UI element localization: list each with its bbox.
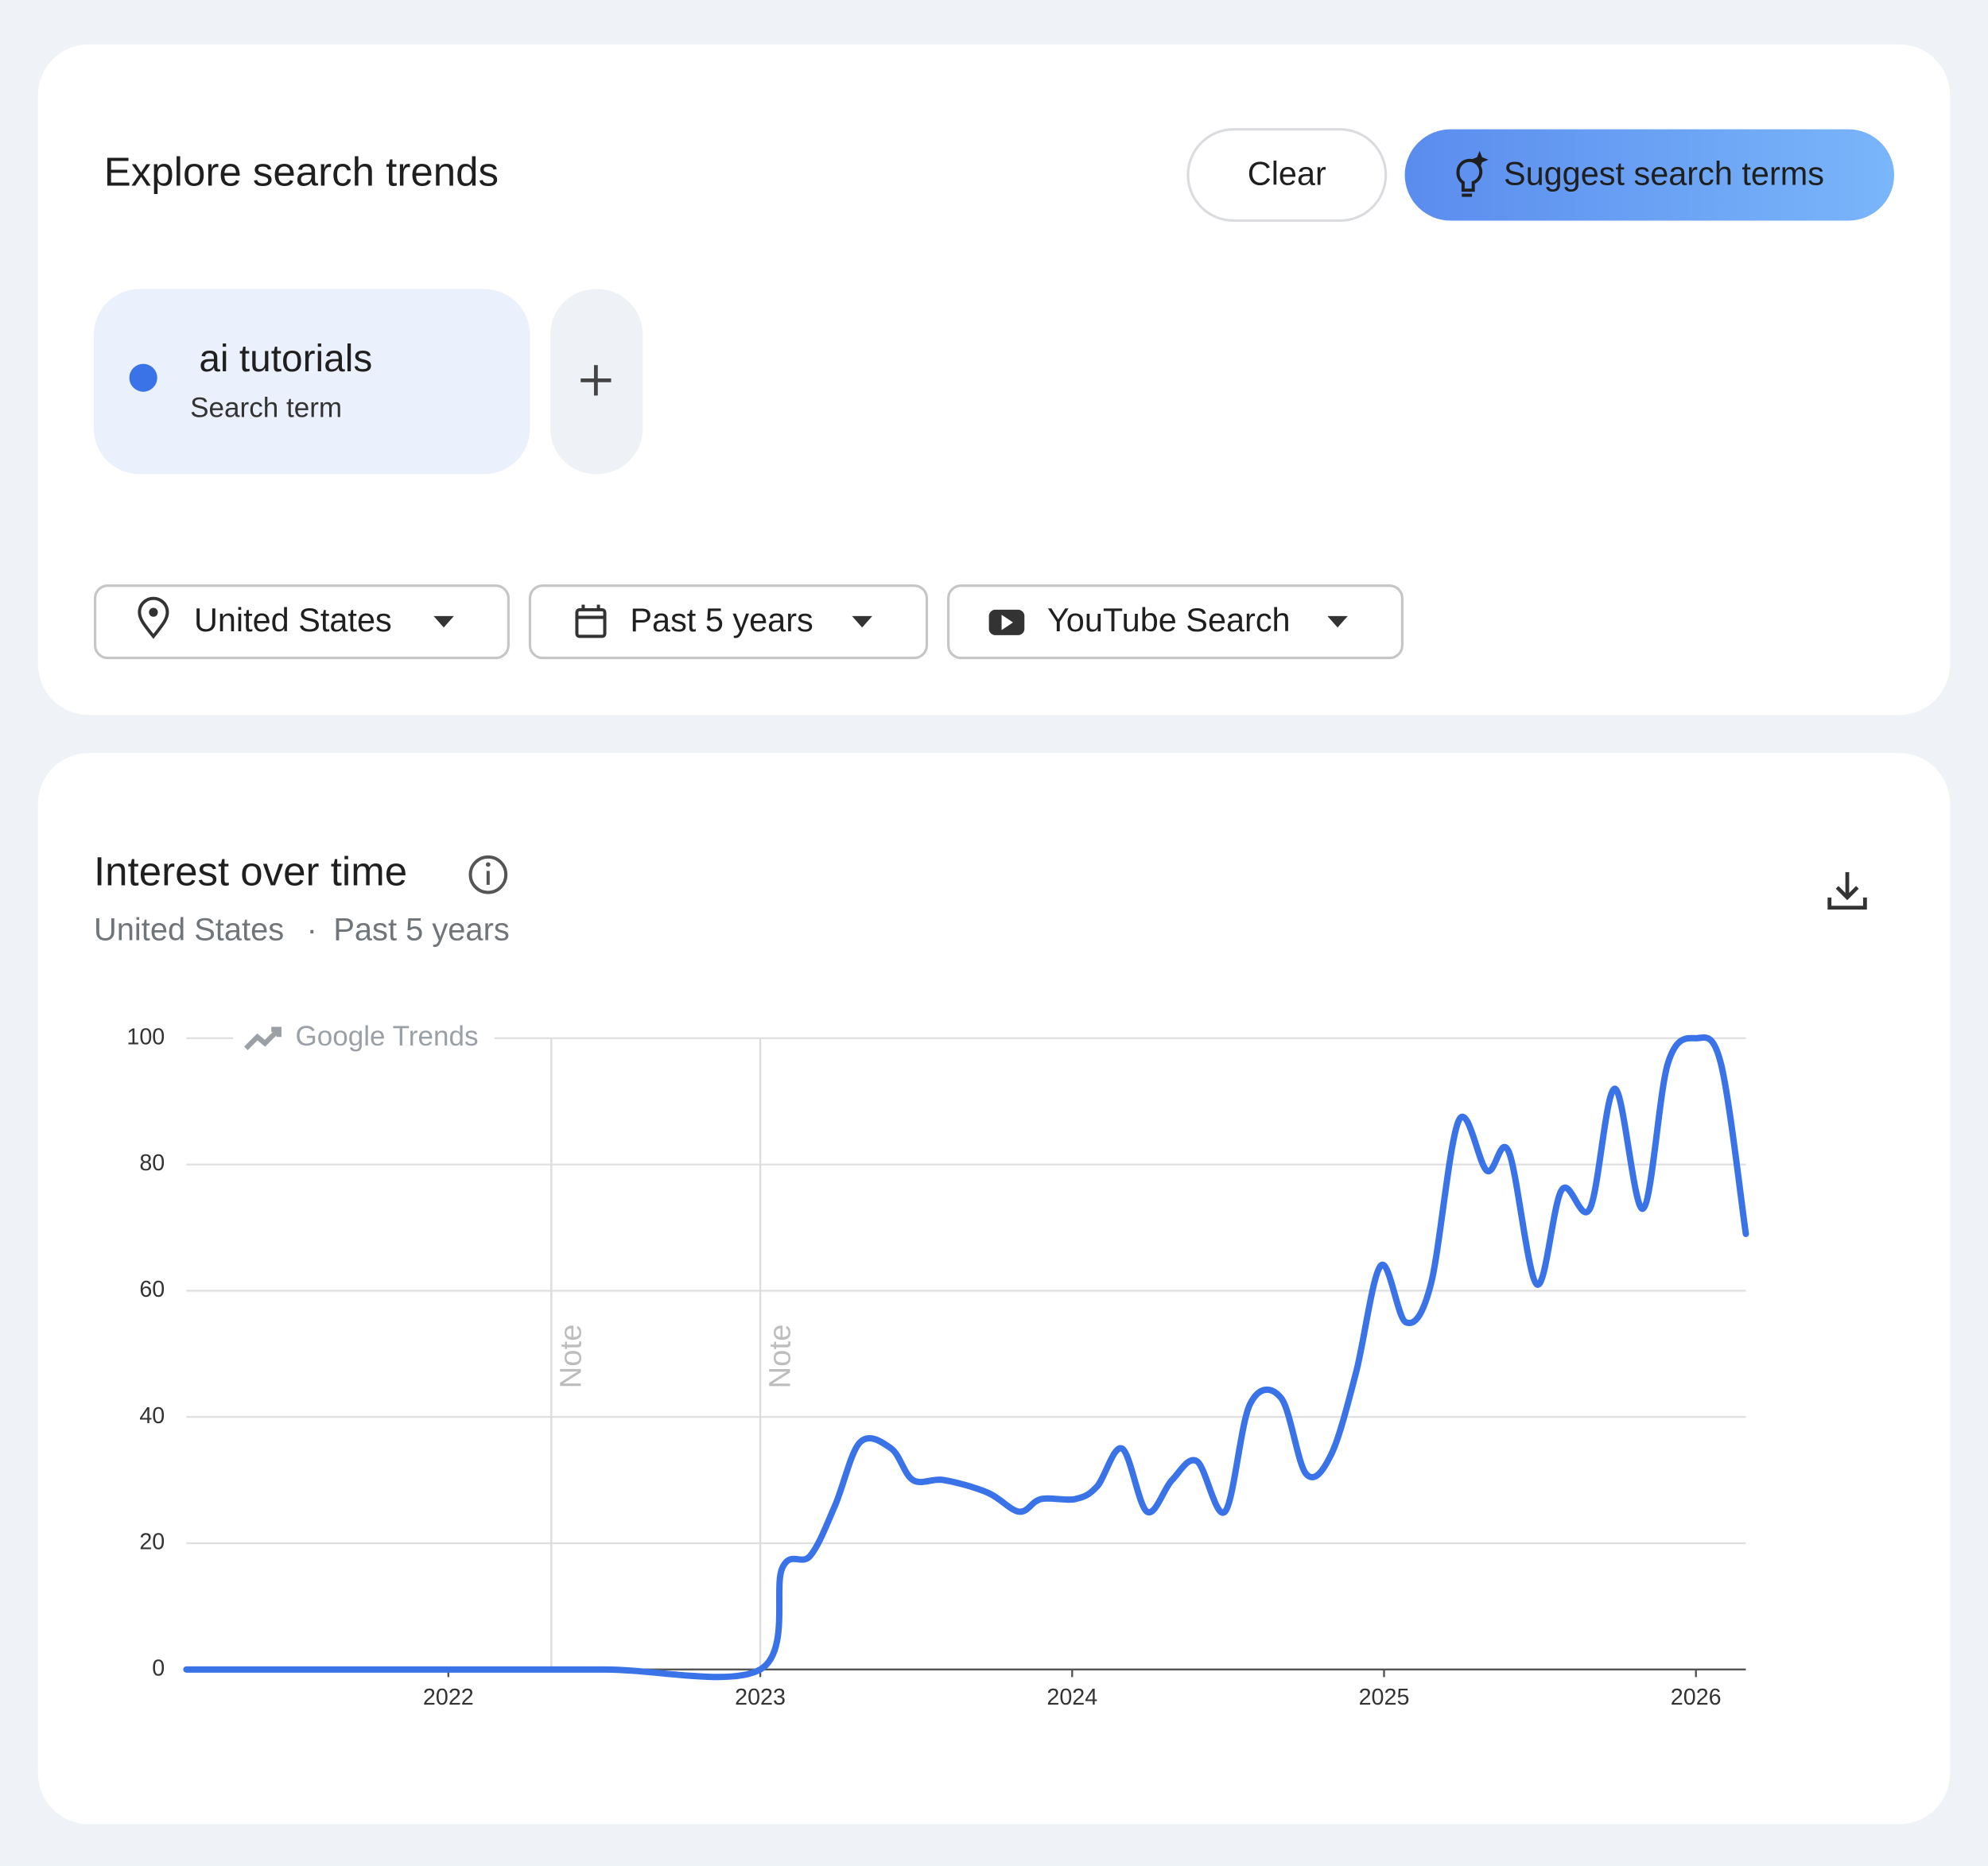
y-tick-label: 40 — [139, 1403, 165, 1429]
chart-title: Interest over time — [94, 849, 407, 894]
location-filter[interactable] — [93, 584, 510, 660]
caret — [852, 615, 872, 628]
subtitle-separator: · — [307, 912, 317, 947]
location-label[interactable]: United States — [194, 601, 392, 638]
pin-icon — [138, 596, 169, 639]
source-label[interactable]: YouTube Search — [1047, 601, 1291, 638]
chart: 0 20 40 60 80 100 Google Trends Note Note 2022 202… — [126, 1021, 1749, 1710]
x-tick-label: 2025 — [1359, 1685, 1410, 1710]
y-tick-label: 20 — [139, 1530, 165, 1555]
subtitle-period: Past 5 years — [333, 912, 509, 947]
info-icon[interactable] — [468, 855, 508, 894]
subtitle-location: United States — [94, 912, 284, 947]
x-tick-label: 2022 — [423, 1685, 474, 1710]
x-tick-label: 2024 — [1046, 1685, 1097, 1710]
term-caption: Search term — [190, 392, 342, 423]
chart-card — [37, 753, 1951, 1825]
clear-label[interactable]: Clear — [1248, 155, 1326, 192]
x-tick-label: 2026 — [1671, 1685, 1722, 1710]
info-icon-dot — [485, 862, 491, 867]
watermark-icon — [244, 1026, 282, 1050]
plus-icon — [580, 365, 612, 396]
series-line — [183, 1034, 1749, 1681]
suggest-button[interactable] — [1404, 129, 1895, 221]
note-label: Note — [763, 1325, 797, 1389]
term-chip[interactable] — [93, 289, 530, 475]
suggest-label[interactable]: Suggest search terms — [1504, 155, 1824, 192]
clear-button[interactable] — [1186, 128, 1388, 223]
period-label[interactable]: Past 5 years — [630, 601, 813, 638]
header-title: Explore search trends — [104, 149, 499, 195]
y-tick-label: 80 — [139, 1150, 165, 1176]
term-dot — [129, 363, 157, 392]
download-icon[interactable] — [1827, 871, 1867, 910]
y-tick-label: 60 — [139, 1277, 165, 1302]
y-tick-label: 100 — [126, 1024, 165, 1049]
bulb-icon — [1456, 150, 1489, 197]
calendar-icon — [575, 604, 607, 638]
caret — [433, 615, 454, 628]
watermark: Google Trends — [295, 1021, 478, 1052]
y-tick-label: 0 — [152, 1655, 165, 1681]
period-filter[interactable] — [528, 584, 929, 660]
source-filter[interactable] — [947, 584, 1404, 660]
x-tick-label: 2023 — [735, 1685, 786, 1710]
note-label: Note — [553, 1325, 588, 1389]
pin-dot — [149, 607, 158, 617]
youtube-play — [1001, 615, 1013, 630]
term-name[interactable]: ai tutorials — [199, 338, 372, 380]
caret — [1327, 615, 1348, 628]
